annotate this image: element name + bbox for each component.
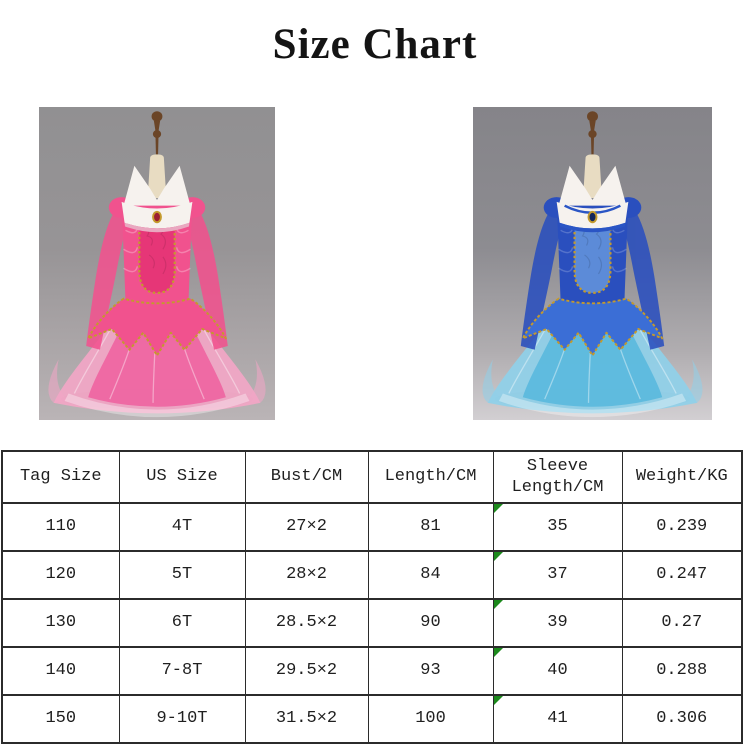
- cell-length: 84: [367, 550, 494, 600]
- cell-bust: 28.5×2: [244, 598, 369, 648]
- cell-length: 90: [367, 598, 494, 648]
- col-header-sleeve-length: Sleeve Length/CM: [492, 450, 623, 504]
- cell-weight: 0.27: [621, 598, 743, 648]
- dress-peplum: [521, 297, 664, 357]
- table-row: 150 9-10T 31.5×2 100 41 0.306: [1, 694, 743, 744]
- cell-tag-size: 150: [1, 694, 120, 744]
- col-header-us-size: US Size: [118, 450, 246, 504]
- cell-value: 37: [547, 565, 568, 585]
- cell-weight: 0.239: [621, 502, 743, 552]
- cell-bust: 27×2: [244, 502, 369, 552]
- cell-us-size: 6T: [118, 598, 246, 648]
- cell-length: 100: [367, 694, 494, 744]
- cell-sleeve-length: 41: [492, 694, 623, 744]
- cell-tag-size: 140: [1, 646, 120, 696]
- table-row: 120 5T 28×2 84 37 0.247: [1, 550, 743, 600]
- cell-bust: 31.5×2: [244, 694, 369, 744]
- cell-us-size: 7-8T: [118, 646, 246, 696]
- table-row: 140 7-8T 29.5×2 93 40 0.288: [1, 646, 743, 696]
- cell-length: 93: [367, 646, 494, 696]
- table-row: 130 6T 28.5×2 90 39 0.27: [1, 598, 743, 648]
- cell-weight: 0.306: [621, 694, 743, 744]
- cell-sleeve-length: 39: [492, 598, 623, 648]
- dress-sleeves: [520, 201, 665, 350]
- dress-sleeves: [86, 201, 228, 350]
- cell-sleeve-length: 37: [492, 550, 623, 600]
- cell-sleeve-length: 40: [492, 646, 623, 696]
- cell-bust: 28×2: [244, 550, 369, 600]
- cell-bust: 29.5×2: [244, 646, 369, 696]
- blue-dress-illustration: [482, 111, 703, 418]
- cell-sleeve-length: 35: [492, 502, 623, 552]
- cell-weight: 0.288: [621, 646, 743, 696]
- mannequin-stand: [151, 111, 163, 163]
- col-header-length: Length/CM: [367, 450, 494, 504]
- bodice-center-panel: [573, 214, 612, 294]
- col-header-weight: Weight/KG: [621, 450, 743, 504]
- mannequin-stand: [587, 111, 598, 163]
- cell-length: 81: [367, 502, 494, 552]
- blue-dress-photo: [473, 107, 712, 420]
- cell-value: 35: [547, 517, 568, 537]
- page-title: Size Chart: [272, 21, 478, 68]
- table-row: 110 4T 27×2 81 35 0.239: [1, 502, 743, 552]
- cell-tag-size: 120: [1, 550, 120, 600]
- col-header-bust: Bust/CM: [244, 450, 369, 504]
- excel-flag-icon: [493, 552, 503, 561]
- excel-flag-icon: [493, 696, 503, 705]
- cell-value: 39: [547, 613, 568, 633]
- dress-collar: [556, 165, 629, 233]
- dress-peplum: [87, 297, 227, 357]
- cell-value: 41: [547, 709, 568, 729]
- excel-flag-icon: [493, 504, 503, 513]
- col-header-tag-size: Tag Size: [1, 450, 120, 504]
- excel-flag-icon: [493, 600, 503, 609]
- cell-value: 40: [547, 661, 568, 681]
- cell-us-size: 5T: [118, 550, 246, 600]
- size-table: Tag Size US Size Bust/CM Length/CM Sleev…: [1, 450, 743, 744]
- cell-tag-size: 130: [1, 598, 120, 648]
- excel-flag-icon: [493, 648, 503, 657]
- cell-us-size: 4T: [118, 502, 246, 552]
- cell-weight: 0.247: [621, 550, 743, 600]
- pink-dress-photo: [39, 107, 275, 420]
- cell-tag-size: 110: [1, 502, 120, 552]
- mannequin-neck: [147, 154, 167, 199]
- cell-us-size: 9-10T: [118, 694, 246, 744]
- table-header-row: Tag Size US Size Bust/CM Length/CM Sleev…: [1, 450, 743, 504]
- mannequin-neck: [583, 154, 602, 199]
- dress-collar: [121, 165, 193, 233]
- pink-dress-illustration: [48, 111, 266, 418]
